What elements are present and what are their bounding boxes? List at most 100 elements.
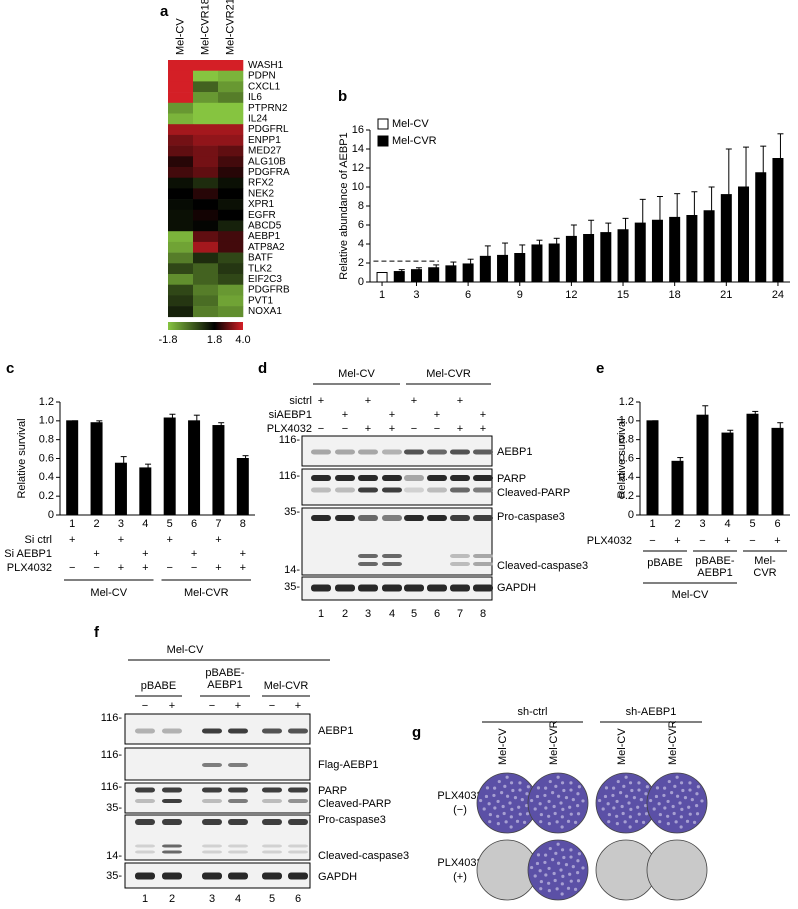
colony-dot xyxy=(535,794,540,799)
heatmap-cell xyxy=(193,263,219,275)
band xyxy=(162,819,182,825)
condition-label: sictrl xyxy=(289,395,312,407)
colony-dot xyxy=(598,798,602,803)
band xyxy=(382,515,402,521)
colony-dot xyxy=(688,788,692,792)
band xyxy=(427,449,447,455)
heatmap-cell xyxy=(168,177,194,189)
lane-number: 1 xyxy=(142,893,148,905)
gene-label: EIF2C3 xyxy=(248,274,282,285)
colony-dot xyxy=(621,811,625,816)
group-label: AEBP1 xyxy=(697,567,732,579)
heatmap-cell xyxy=(168,306,194,318)
gene-label: PDGFRL xyxy=(248,124,289,135)
colony-dot xyxy=(485,786,490,790)
colony-dot xyxy=(522,820,527,824)
heatmap-cell xyxy=(168,134,194,146)
band xyxy=(288,850,308,854)
row-label: (+) xyxy=(453,871,467,883)
band xyxy=(358,487,378,493)
colony-dot xyxy=(503,784,507,788)
colony-dot xyxy=(612,786,616,790)
condition-mark: + xyxy=(142,548,148,560)
band-label: Pro-caspase3 xyxy=(497,511,565,523)
condition-mark: + xyxy=(434,409,440,421)
lane-number: 6 xyxy=(295,893,301,905)
condition-mark: + xyxy=(93,548,99,560)
colony-dot xyxy=(692,820,697,824)
colony-dot xyxy=(544,873,548,877)
x-tick-label: 6 xyxy=(191,518,197,530)
colony-dot xyxy=(488,812,492,817)
band xyxy=(427,515,447,521)
colony-dot xyxy=(663,786,667,790)
y-tick-label: 0.2 xyxy=(39,490,54,502)
lane-number: 2 xyxy=(169,893,175,905)
gene-label: WASH1 xyxy=(248,60,284,71)
colony-dot xyxy=(628,825,632,829)
heatmap-cell xyxy=(168,284,194,296)
y-tick-label: 1.0 xyxy=(39,415,54,427)
heatmap-cell xyxy=(193,284,219,296)
colony-well xyxy=(646,772,708,834)
y-tick-label: 4 xyxy=(358,238,364,250)
condition-mark: − xyxy=(342,423,348,435)
colony-dot xyxy=(571,798,575,802)
band xyxy=(162,728,182,734)
colony-dot xyxy=(487,802,491,806)
colony-dot xyxy=(559,801,563,805)
group-label: Mel-CVR xyxy=(426,368,471,380)
heatmap-cell xyxy=(168,199,194,211)
band-label: GAPDH xyxy=(497,582,536,594)
colony-dot xyxy=(645,785,649,789)
colony-dot xyxy=(510,807,514,811)
colony-dot xyxy=(544,786,548,790)
colony-dot xyxy=(695,804,699,808)
colony-dot xyxy=(673,784,677,788)
heatmap-cell xyxy=(193,220,219,232)
x-tick-label: 2 xyxy=(674,518,680,530)
colony-dot xyxy=(496,822,500,826)
colony-dot xyxy=(518,788,522,792)
band xyxy=(404,475,424,481)
colony-dot xyxy=(552,871,556,876)
legend-swatch xyxy=(377,118,389,130)
x-tick-label: 3 xyxy=(413,289,419,301)
heatmap-cell xyxy=(218,220,244,232)
colony-dot xyxy=(525,804,529,808)
colony-dot xyxy=(576,804,580,808)
marker-label: 116- xyxy=(279,470,301,482)
colony-dot xyxy=(553,878,557,883)
colony-dot xyxy=(559,868,563,872)
band xyxy=(311,584,331,592)
group-label: Mel-CVR xyxy=(184,587,229,599)
condition-mark: − xyxy=(749,535,755,547)
colony-dot xyxy=(562,788,566,793)
y-tick-label: 1.0 xyxy=(619,415,634,427)
colony-dot xyxy=(654,794,659,799)
band xyxy=(450,554,470,558)
gene-label: NEK2 xyxy=(248,188,275,199)
gene-label: PDGFRB xyxy=(248,285,290,296)
colony-dot xyxy=(623,820,627,824)
colony-dot xyxy=(552,804,556,809)
heatmap-cell xyxy=(218,60,244,71)
colony-dot xyxy=(657,802,661,806)
condition-label: PLX4032 xyxy=(587,535,632,547)
heatmap-cell xyxy=(168,220,194,232)
panel-letter: a xyxy=(160,3,169,20)
band xyxy=(135,819,155,825)
colony-dot xyxy=(566,819,571,823)
legend-swatch xyxy=(377,135,389,147)
band xyxy=(262,728,282,734)
y-axis-label: Relative abundance of AEBP1 xyxy=(338,132,350,279)
band xyxy=(262,844,282,848)
x-tick-label: 3 xyxy=(118,518,124,530)
condition-mark: + xyxy=(457,423,463,435)
heatmap-cell xyxy=(193,231,219,243)
colony-dot xyxy=(497,779,501,784)
band xyxy=(262,787,282,793)
condition-mark: + xyxy=(774,535,780,547)
heatmap-cell xyxy=(218,81,244,93)
